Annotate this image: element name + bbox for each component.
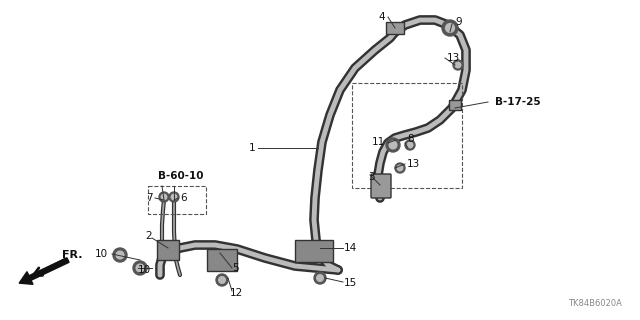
Circle shape bbox=[407, 142, 413, 148]
Circle shape bbox=[136, 264, 144, 272]
Text: TK84B6020A: TK84B6020A bbox=[568, 299, 622, 308]
Bar bbox=[148, 186, 206, 214]
Text: 15: 15 bbox=[344, 278, 357, 288]
Circle shape bbox=[386, 138, 400, 152]
Text: 10: 10 bbox=[138, 265, 151, 275]
Text: 12: 12 bbox=[230, 288, 243, 298]
Text: 5: 5 bbox=[232, 263, 239, 273]
Circle shape bbox=[405, 140, 415, 150]
Text: 13: 13 bbox=[407, 159, 420, 169]
Circle shape bbox=[453, 60, 463, 70]
FancyBboxPatch shape bbox=[371, 174, 391, 198]
Circle shape bbox=[395, 163, 405, 173]
Text: 2: 2 bbox=[145, 231, 152, 241]
Text: 13: 13 bbox=[447, 53, 460, 63]
Circle shape bbox=[317, 275, 323, 281]
Text: 11: 11 bbox=[372, 137, 385, 147]
Bar bbox=[386, 22, 404, 34]
Text: 6: 6 bbox=[180, 193, 187, 203]
Circle shape bbox=[172, 194, 177, 200]
Bar bbox=[207, 249, 237, 271]
Circle shape bbox=[389, 141, 397, 149]
Circle shape bbox=[169, 192, 179, 202]
Text: 10: 10 bbox=[95, 249, 108, 259]
Text: 3: 3 bbox=[368, 172, 374, 182]
Circle shape bbox=[161, 194, 167, 200]
Text: 7: 7 bbox=[147, 193, 153, 203]
Text: 14: 14 bbox=[344, 243, 357, 253]
Circle shape bbox=[314, 272, 326, 284]
Text: 9: 9 bbox=[455, 17, 461, 27]
Circle shape bbox=[445, 24, 454, 32]
Bar bbox=[352, 83, 462, 188]
Circle shape bbox=[133, 261, 147, 275]
Text: 8: 8 bbox=[407, 134, 413, 144]
Text: B-17-25: B-17-25 bbox=[495, 97, 541, 107]
Text: FR.: FR. bbox=[62, 250, 83, 260]
Circle shape bbox=[397, 165, 403, 171]
Circle shape bbox=[219, 277, 225, 283]
Circle shape bbox=[442, 20, 458, 36]
Circle shape bbox=[216, 274, 228, 286]
Text: 1: 1 bbox=[248, 143, 255, 153]
FancyArrow shape bbox=[19, 258, 69, 284]
Bar bbox=[449, 100, 461, 110]
Bar bbox=[295, 240, 333, 262]
Circle shape bbox=[116, 251, 124, 259]
Text: B-60-10: B-60-10 bbox=[158, 171, 204, 181]
Circle shape bbox=[455, 62, 461, 68]
Circle shape bbox=[113, 248, 127, 262]
Circle shape bbox=[159, 192, 169, 202]
Bar bbox=[157, 240, 179, 260]
Text: 4: 4 bbox=[378, 12, 385, 22]
